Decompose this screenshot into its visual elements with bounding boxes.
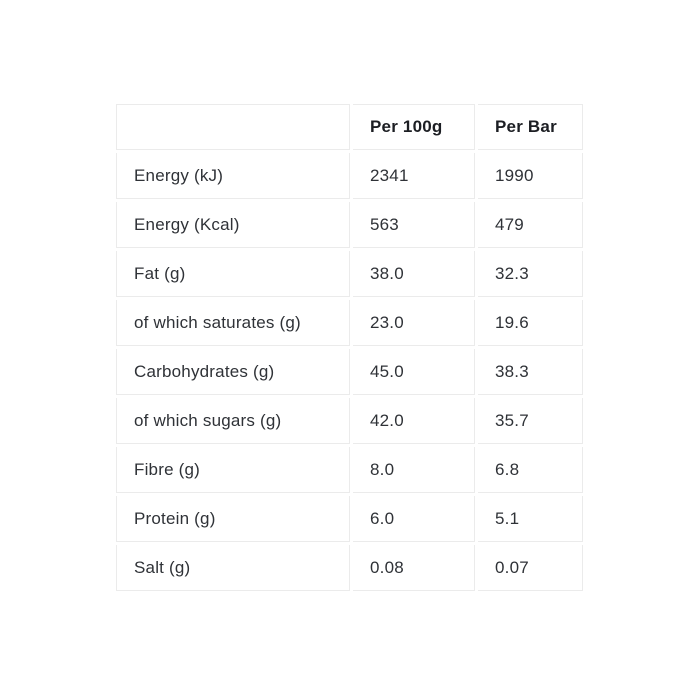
value-per-bar: 19.6 — [478, 300, 583, 346]
table-row-salt: Salt (g) 0.08 0.07 — [116, 545, 583, 591]
table-header-row: Per 100g Per Bar — [116, 104, 583, 150]
table-row-sugars: of which sugars (g) 42.0 35.7 — [116, 398, 583, 444]
column-header-blank — [116, 104, 350, 150]
nutrition-table: Per 100g Per Bar Energy (kJ) 2341 1990 E… — [113, 101, 586, 594]
row-label: Salt (g) — [116, 545, 350, 591]
table-row-carbohydrates: Carbohydrates (g) 45.0 38.3 — [116, 349, 583, 395]
column-header-per-100g: Per 100g — [353, 104, 475, 150]
value-per-100g: 8.0 — [353, 447, 475, 493]
row-label: Protein (g) — [116, 496, 350, 542]
value-per-bar: 38.3 — [478, 349, 583, 395]
value-per-100g: 38.0 — [353, 251, 475, 297]
table-row-fibre: Fibre (g) 8.0 6.8 — [116, 447, 583, 493]
value-per-100g: 2341 — [353, 153, 475, 199]
value-per-bar: 35.7 — [478, 398, 583, 444]
row-label: Fibre (g) — [116, 447, 350, 493]
value-per-100g: 563 — [353, 202, 475, 248]
row-label: Energy (kJ) — [116, 153, 350, 199]
value-per-100g: 0.08 — [353, 545, 475, 591]
table-row-energy-kcal: Energy (Kcal) 563 479 — [116, 202, 583, 248]
value-per-100g: 45.0 — [353, 349, 475, 395]
row-label: of which saturates (g) — [116, 300, 350, 346]
value-per-100g: 6.0 — [353, 496, 475, 542]
value-per-bar: 6.8 — [478, 447, 583, 493]
value-per-100g: 42.0 — [353, 398, 475, 444]
nutrition-table-container: Per 100g Per Bar Energy (kJ) 2341 1990 E… — [113, 101, 586, 594]
value-per-bar: 1990 — [478, 153, 583, 199]
row-label: Fat (g) — [116, 251, 350, 297]
value-per-bar: 5.1 — [478, 496, 583, 542]
value-per-bar: 479 — [478, 202, 583, 248]
table-row-protein: Protein (g) 6.0 5.1 — [116, 496, 583, 542]
table-row-energy-kj: Energy (kJ) 2341 1990 — [116, 153, 583, 199]
table-row-saturates: of which saturates (g) 23.0 19.6 — [116, 300, 583, 346]
value-per-bar: 0.07 — [478, 545, 583, 591]
row-label: of which sugars (g) — [116, 398, 350, 444]
row-label: Carbohydrates (g) — [116, 349, 350, 395]
value-per-100g: 23.0 — [353, 300, 475, 346]
row-label: Energy (Kcal) — [116, 202, 350, 248]
column-header-per-bar: Per Bar — [478, 104, 583, 150]
table-row-fat: Fat (g) 38.0 32.3 — [116, 251, 583, 297]
value-per-bar: 32.3 — [478, 251, 583, 297]
